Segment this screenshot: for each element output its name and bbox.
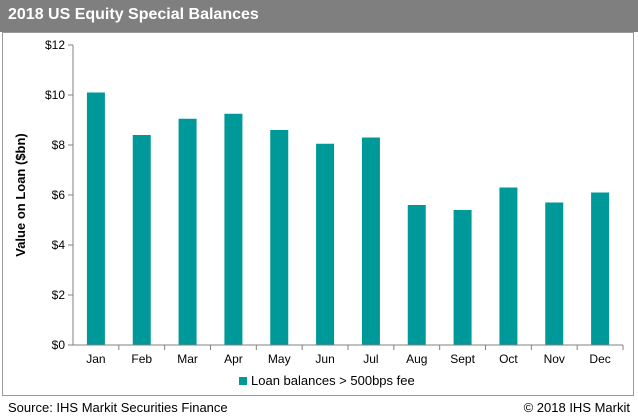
chart-title: 2018 US Equity Special Balances (8, 6, 259, 23)
x-tick-label: Dec (589, 352, 610, 366)
bar-nov (545, 202, 564, 345)
bar-jan (86, 92, 105, 345)
title-bar: 2018 US Equity Special Balances (0, 0, 638, 32)
x-tick-label: May (268, 352, 291, 366)
bar-dec (591, 192, 610, 345)
bar-mar (178, 118, 197, 345)
y-tick-label: $8 (52, 138, 66, 152)
x-axis-ticks: Jan Feb Mar Apr May Jun Jul Aug Sept Oct Nov Dec (86, 345, 624, 366)
y-tick-label: $0 (52, 338, 66, 352)
y-tick-label: $12 (45, 38, 65, 52)
y-tick-label: $4 (52, 238, 66, 252)
bar-may (270, 130, 289, 345)
bar-feb (132, 135, 151, 345)
y-tick-label: $2 (52, 288, 66, 302)
x-tick-label: Apr (224, 352, 243, 366)
copyright-note: © 2018 IHS Markit (523, 400, 630, 415)
x-tick-label: Feb (131, 352, 152, 366)
legend-label: Loan balances > 500bps fee (251, 373, 415, 388)
chart-area: $0 $2 $4 $6 $8 $10 $12 Jan Feb Mar Apr May Jun Jul Au… (2, 32, 634, 396)
legend-swatch (239, 377, 247, 385)
bar-jun (316, 143, 335, 345)
bar-oct (499, 187, 518, 345)
y-tick-label: $6 (52, 188, 66, 202)
source-note: Source: IHS Markit Securities Finance (8, 400, 228, 415)
x-tick-label: Jul (363, 352, 378, 366)
bar-aug (407, 205, 426, 345)
x-tick-label: Sept (450, 352, 475, 366)
x-tick-label: Aug (406, 352, 427, 366)
bar-chart: $0 $2 $4 $6 $8 $10 $12 Jan Feb Mar Apr May Jun Jul Au… (13, 38, 624, 388)
bar-jul (361, 137, 380, 345)
bar-sept (453, 210, 472, 345)
x-tick-label: Mar (177, 352, 198, 366)
y-axis-label: Value on Loan ($bn) (13, 133, 28, 257)
legend: Loan balances > 500bps fee (239, 373, 415, 388)
x-tick-label: Nov (544, 352, 565, 366)
x-tick-label: Oct (499, 352, 518, 366)
x-tick-label: Jan (86, 352, 105, 366)
y-tick-label: $10 (45, 88, 65, 102)
y-axis-ticks: $0 $2 $4 $6 $8 $10 $12 (45, 38, 73, 352)
bar-apr (224, 113, 243, 345)
bars (86, 92, 610, 345)
x-tick-label: Jun (315, 352, 334, 366)
